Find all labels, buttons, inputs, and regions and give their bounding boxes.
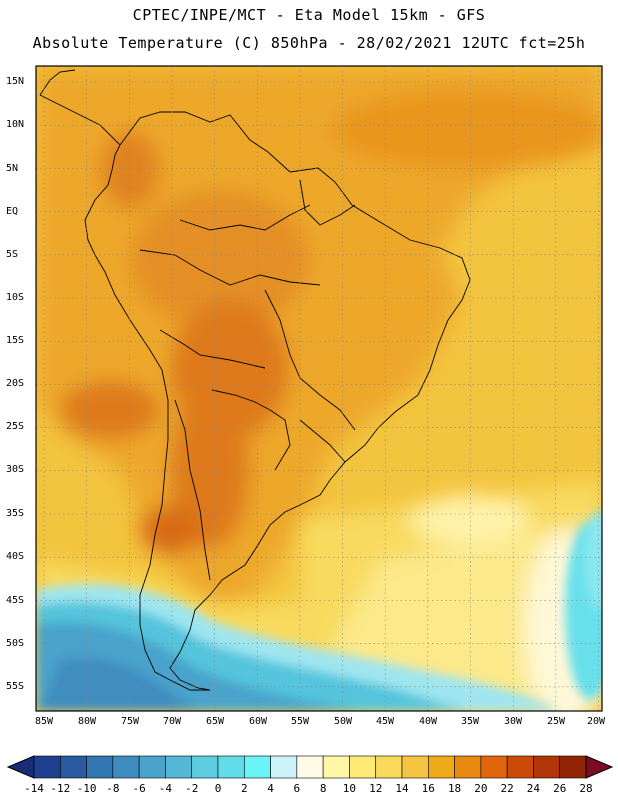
colorbar-swatch [33,755,61,779]
colorbar-tick-label: 0 [214,782,222,795]
lon-label: 75W [120,716,140,727]
lon-label: 65W [205,716,225,727]
colorbar-tick-label: 18 [447,782,462,795]
colorbar-tick-label: 8 [319,782,327,795]
lon-label: 40W [418,716,438,727]
colorbar-tick-label: 6 [293,782,301,795]
colorbar-swatch [401,755,429,779]
colorbar-tick-label: -4 [158,782,173,795]
lon-label: 25W [546,716,566,727]
map-subtitle: Absolute Temperature (C) 850hPa - 28/02/… [32,34,586,52]
colorbar-tick-label: 10 [342,782,357,795]
colorbar-tick-label: 28 [579,782,593,795]
colorbar-tick-label: 16 [421,782,435,795]
colorbar-tick-label: -10 [76,782,97,795]
colorbar-tick-label: 14 [395,782,409,795]
lat-label: 25S [6,421,25,432]
colorbar-tick-label: 24 [526,782,541,795]
lon-label: 55W [290,716,310,727]
colorbar-swatch [506,755,534,779]
colorbar-swatch [165,755,193,779]
colorbar-swatch [138,755,166,779]
colorbar-swatch [243,755,271,779]
map-frame [35,65,603,712]
colorbar-swatch [112,755,140,779]
colorbar-tick-label: -6 [132,782,146,795]
lat-label: 35S [6,508,25,519]
colorbar-swatch [454,755,482,779]
colorbar-swatch [296,755,324,779]
lon-label: 35W [460,716,480,727]
lat-label: 55S [6,681,25,692]
lat-label: 5N [6,163,19,174]
colorbar-tick-label: -12 [50,782,71,795]
lon-label: 20W [586,716,606,727]
colorbar-swatch [559,755,587,779]
colorbar-swatch [349,755,377,779]
colorbar-tick-label: -14 [24,782,44,795]
colorbar-swatch [59,755,87,779]
coastlines [39,69,471,691]
lat-label: 40S [6,551,25,562]
lon-label: 60W [248,716,268,727]
lat-label: 50S [6,638,25,649]
lat-label: 5S [6,249,19,260]
colorbar-swatch [217,755,245,779]
lat-label: 20S [6,378,25,389]
lat-label: 10S [6,292,25,303]
colorbar-swatch [375,755,403,779]
lat-label: 15N [6,76,25,87]
lon-label: 45W [375,716,395,727]
colorbar-swatch [427,755,455,779]
colorbar-swatch [480,755,508,779]
lon-label: 50W [333,716,353,727]
lat-label: EQ [6,206,19,217]
colorbar-tick-label: 4 [267,782,274,795]
colorbar-swatch [322,755,350,779]
temperature-map [35,65,603,712]
lon-label: 30W [503,716,523,727]
colorbar-high-arrow [585,755,614,779]
lon-label: 70W [162,716,182,727]
colorbar-swatch [191,755,219,779]
colorbar-tick-label: -2 [185,782,199,795]
colorbar-swatch [533,755,561,779]
lon-label: 85W [34,716,54,727]
lat-label: 10N [6,119,25,130]
lat-label: 15S [6,335,25,346]
colorbar-tick-label: 20 [474,782,488,795]
map-title: CPTEC/INPE/MCT - Eta Model 15km - GFS [132,6,486,24]
colorbar-tick-label: 26 [553,782,567,795]
colorbar-swatch [270,755,298,779]
colorbar-tick-label: 2 [240,782,248,795]
colorbar-tick-label: -8 [106,782,120,795]
colorbar-tick-label: 12 [369,782,383,795]
colorbar-low-arrow [6,755,35,779]
lat-label: 30S [6,464,25,475]
temperature-field [36,66,602,711]
colorbar-swatch [86,755,114,779]
colorbar [6,755,614,779]
lon-label: 80W [77,716,97,727]
colorbar-tick-label: 22 [500,782,514,795]
lat-label: 45S [6,595,25,606]
